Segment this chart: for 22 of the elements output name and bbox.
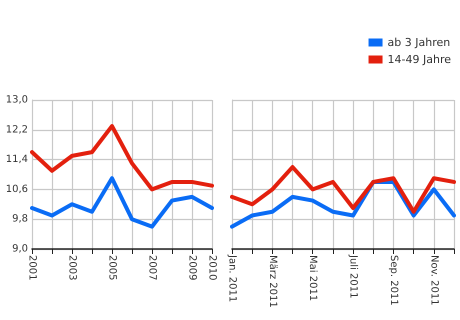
x-tick-label: 2001 bbox=[26, 255, 38, 280]
y-tick-label: 12,2 bbox=[6, 124, 28, 136]
x-tick-label: Nov. 2011 bbox=[428, 255, 440, 306]
x-tick-label: Mai 2011 bbox=[307, 255, 318, 302]
y-tick-label: 9,0 bbox=[12, 244, 28, 254]
y-tick-label: 13,0 bbox=[6, 94, 28, 106]
x-tick-label: März 2011 bbox=[266, 255, 278, 308]
line-series bbox=[30, 124, 214, 192]
x-tick-label: Juli 2011 bbox=[348, 254, 359, 298]
x-tick-label: 2005 bbox=[106, 255, 118, 280]
line-series bbox=[30, 176, 214, 229]
y-tick-label: 9,8 bbox=[12, 214, 28, 225]
x-tick-label: 2007 bbox=[146, 255, 158, 280]
y-tick-label: 10,6 bbox=[6, 184, 28, 195]
legend-label: 14-49 Jahre bbox=[388, 53, 452, 66]
x-tick-label: 2003 bbox=[66, 255, 78, 280]
x-tick-label: 2009 bbox=[186, 255, 198, 280]
x-tick-label: Jan. 2011 bbox=[226, 254, 238, 302]
y-tick-label: 11,4 bbox=[6, 154, 28, 166]
x-tick-label: 2010 bbox=[206, 255, 218, 280]
legend-label: ab 3 Jahren bbox=[388, 36, 450, 49]
x-tick-label: Sep. 2011 bbox=[388, 255, 399, 306]
